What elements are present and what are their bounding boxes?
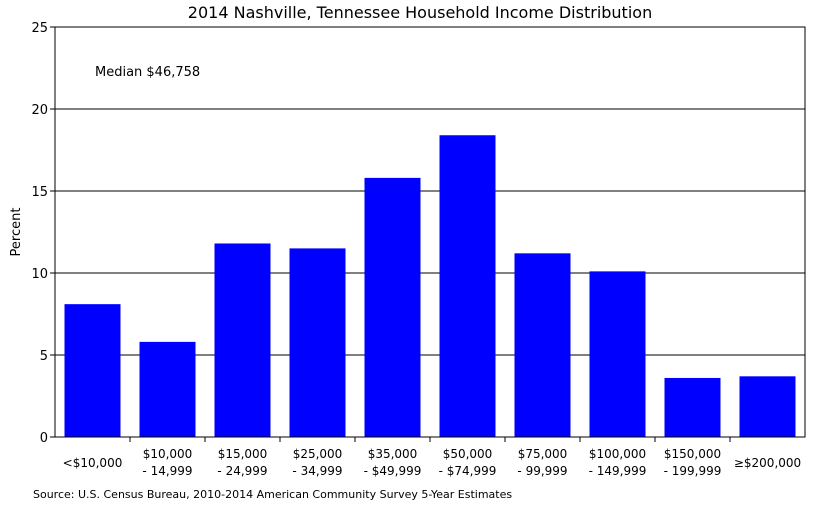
x-tick-label: $150,000 bbox=[664, 447, 721, 461]
bar bbox=[289, 248, 346, 437]
bar bbox=[664, 377, 721, 437]
x-tick-label: $50,000 bbox=[443, 447, 493, 461]
x-tick-label: - 149,999 bbox=[589, 464, 647, 478]
y-tick-label: 15 bbox=[31, 185, 48, 200]
bar bbox=[439, 135, 496, 438]
bar bbox=[739, 376, 796, 437]
x-tick-label: ≥$200,000 bbox=[734, 456, 801, 470]
gridlines bbox=[55, 108, 805, 356]
y-tick-label: 20 bbox=[31, 103, 48, 118]
bar bbox=[139, 341, 196, 437]
x-tick-label: <$10,000 bbox=[63, 456, 123, 470]
x-tick-label: - 34,999 bbox=[292, 464, 342, 478]
y-tick-label: 5 bbox=[40, 349, 48, 364]
x-tick-label: $100,000 bbox=[589, 447, 646, 461]
x-axis-ticks: <$10,000 $10,000 - 14,999 $15,000 - 24,999 $2… bbox=[63, 437, 801, 478]
x-tick-label: - $74,999 bbox=[439, 464, 497, 478]
x-tick-label: $15,000 bbox=[218, 447, 268, 461]
source-note: Source: U.S. Census Bureau, 2010-2014 Am… bbox=[33, 488, 512, 501]
y-tick-label: 10 bbox=[31, 267, 48, 282]
bars bbox=[64, 135, 796, 438]
bar bbox=[514, 253, 571, 437]
bar bbox=[64, 304, 121, 437]
median-annotation: Median $46,758 bbox=[95, 65, 200, 80]
x-tick-label: $10,000 bbox=[143, 447, 193, 461]
x-tick-label: - 14,999 bbox=[142, 464, 192, 478]
x-tick-label: $75,000 bbox=[518, 447, 568, 461]
x-tick-label: $25,000 bbox=[293, 447, 343, 461]
x-tick-label: - 199,999 bbox=[664, 464, 722, 478]
x-tick-label: - 99,999 bbox=[517, 464, 567, 478]
x-tick-label: - 24,999 bbox=[217, 464, 267, 478]
y-axis-label: Percent bbox=[9, 208, 24, 257]
chart-title: 2014 Nashville, Tennessee Household Inco… bbox=[188, 3, 652, 22]
y-axis-ticks: 0 5 10 15 20 25 bbox=[31, 21, 55, 446]
x-tick-label: $35,000 bbox=[368, 447, 418, 461]
bar bbox=[589, 271, 646, 437]
bar bbox=[214, 243, 271, 437]
x-tick-label: - $49,999 bbox=[364, 464, 422, 478]
y-tick-label: 25 bbox=[31, 21, 48, 36]
y-tick-label: 0 bbox=[40, 431, 48, 446]
bar bbox=[364, 177, 421, 437]
